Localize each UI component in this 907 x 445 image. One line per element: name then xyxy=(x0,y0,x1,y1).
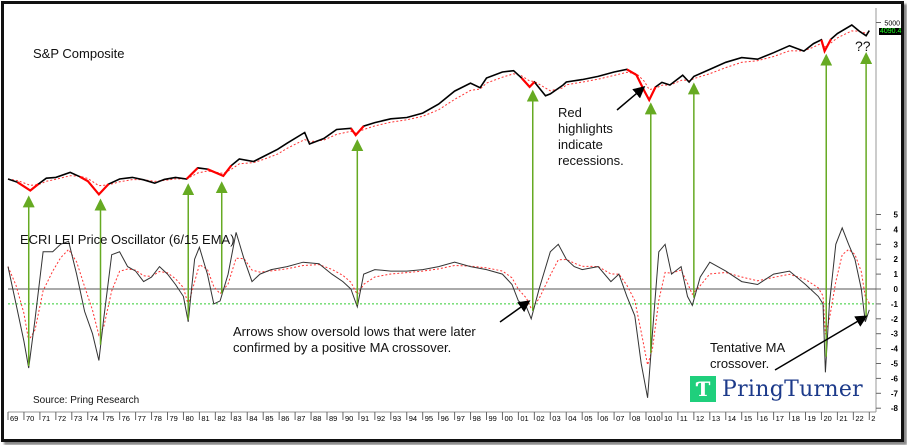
x-tick-label: 91 xyxy=(361,414,369,423)
y-tick-label: 1 xyxy=(894,270,899,279)
oversold-pointer-arrow xyxy=(499,300,531,323)
x-tick-label: 93 xyxy=(393,414,401,423)
source-note: Source: Pring Research xyxy=(33,395,140,406)
y-tick-label: 3 xyxy=(894,240,899,249)
sp-title: S&P Composite xyxy=(33,46,125,61)
x-tick-label: 94 xyxy=(409,414,417,423)
recession-highlight xyxy=(17,181,39,192)
recession-highlight xyxy=(79,175,110,197)
y-tick-label: 5000 xyxy=(884,21,900,28)
x-tick-label: 76 xyxy=(122,414,130,423)
y-tick-label: -3 xyxy=(891,330,899,339)
y-tick-label: -2 xyxy=(891,315,899,324)
tentative-annotation: Tentative MA crossover. xyxy=(710,340,785,371)
x-tick-label: 03 xyxy=(552,414,560,423)
y-tick-label: -5 xyxy=(891,360,899,369)
x-tick-label: 19 xyxy=(808,414,816,423)
x-tick-label: 97 xyxy=(457,414,465,423)
recession-highlight xyxy=(350,125,365,137)
x-tick-label: 05 xyxy=(584,414,592,423)
x-tick-label: 14 xyxy=(728,414,736,423)
x-tick-label: 77 xyxy=(138,414,146,423)
x-tick-label: 08 xyxy=(632,414,640,423)
x-tick-label: 12 xyxy=(696,414,704,423)
x-tick-label: 11 xyxy=(680,414,688,423)
x-tick-label: 85 xyxy=(265,414,273,423)
tentative-pointer-arrow xyxy=(774,315,868,371)
y-tick-label: 5 xyxy=(894,211,899,220)
recession-highlight xyxy=(520,77,536,89)
x-tick-label: 92 xyxy=(377,414,385,423)
x-tick-label: 83 xyxy=(233,414,241,423)
x-tick-label: 10 xyxy=(664,414,672,423)
x-tick-label: 99 xyxy=(489,414,497,423)
x-tick-label: 90 xyxy=(345,414,353,423)
y-tick-label: 0 xyxy=(894,285,899,294)
question-annotation: ?? xyxy=(855,38,871,54)
oscillator-title: ECRI LEI Price Oscillator (6/15 EMA) xyxy=(20,232,235,247)
oscillator-line xyxy=(7,226,870,398)
x-tick-label: 84 xyxy=(249,414,257,423)
x-tick-label: 00 xyxy=(504,414,512,423)
x-tick-label: 87 xyxy=(297,414,305,423)
x-tick-label: 73 xyxy=(74,414,82,423)
pringturner-logo: Ƭ PringTurner xyxy=(690,376,863,402)
x-tick-label: 80 xyxy=(185,414,193,423)
x-tick-label: 74 xyxy=(90,414,98,423)
x-tick-label: 16 xyxy=(760,414,768,423)
sp-composite-line xyxy=(7,24,870,196)
logo-text: PringTurner xyxy=(722,376,863,402)
sprout-icon: Ƭ xyxy=(690,376,716,402)
x-tick-label: 88 xyxy=(313,414,321,423)
x-tick-label: 13 xyxy=(712,414,720,423)
x-tick-label: 17 xyxy=(776,414,784,423)
x-tick-label: 22 xyxy=(855,414,863,423)
x-tick-label: 69 xyxy=(10,414,18,423)
recession-highlight xyxy=(206,164,233,178)
arrows-annotation: Arrows show oversold lows that were late… xyxy=(233,324,476,355)
y-tick-label: 4 xyxy=(894,225,899,234)
y-tick-label: -8 xyxy=(891,404,899,413)
recession-highlight xyxy=(185,167,199,180)
x-tick-label: 02 xyxy=(536,414,544,423)
x-tick-label: 15 xyxy=(744,414,752,423)
last-price-label: 4090.4 xyxy=(879,28,903,35)
x-tick-label: 20 xyxy=(823,414,831,423)
x-tick-label: 98 xyxy=(473,414,481,423)
x-tick-label: 95 xyxy=(425,414,433,423)
recession-highlight xyxy=(820,38,832,55)
x-tick-label: 75 xyxy=(106,414,114,423)
x-tick-label: 79 xyxy=(170,414,178,423)
x-tick-label: 06 xyxy=(600,414,608,423)
y-tick-label: -4 xyxy=(891,345,899,354)
x-tick-label: 70 xyxy=(26,414,34,423)
x-tick-label: 01 xyxy=(520,414,528,423)
x-tick-label: 82 xyxy=(217,414,225,423)
x-tick-label: 07 xyxy=(616,414,624,423)
recessions-annotation: Red highlights indicate recessions. xyxy=(558,105,624,168)
sp-moving-average xyxy=(7,30,870,187)
x-tick-label: 78 xyxy=(154,414,162,423)
x-tick-label: 86 xyxy=(281,414,289,423)
x-tick-label: 71 xyxy=(42,414,50,423)
x-tick-label: 72 xyxy=(58,414,66,423)
y-tick-label: -1 xyxy=(891,300,899,309)
x-tick-label: 18 xyxy=(792,414,800,423)
x-tick-label: 21 xyxy=(839,414,847,423)
y-tick-label: -7 xyxy=(891,389,899,398)
y-tick-label: -6 xyxy=(891,374,899,383)
x-tick-label: 89 xyxy=(329,414,337,423)
x-tick-label: 2 xyxy=(871,414,875,423)
x-tick-label: 96 xyxy=(441,414,449,423)
x-tick-label: 81 xyxy=(201,414,209,423)
oscillator-moving-average xyxy=(7,248,870,366)
recession-highlight xyxy=(626,68,657,103)
recession-pointer-arrow xyxy=(616,86,646,111)
y-tick-label: 2 xyxy=(894,255,899,264)
x-tick-label: 04 xyxy=(568,414,576,423)
x-tick-label: 010 xyxy=(648,414,661,423)
